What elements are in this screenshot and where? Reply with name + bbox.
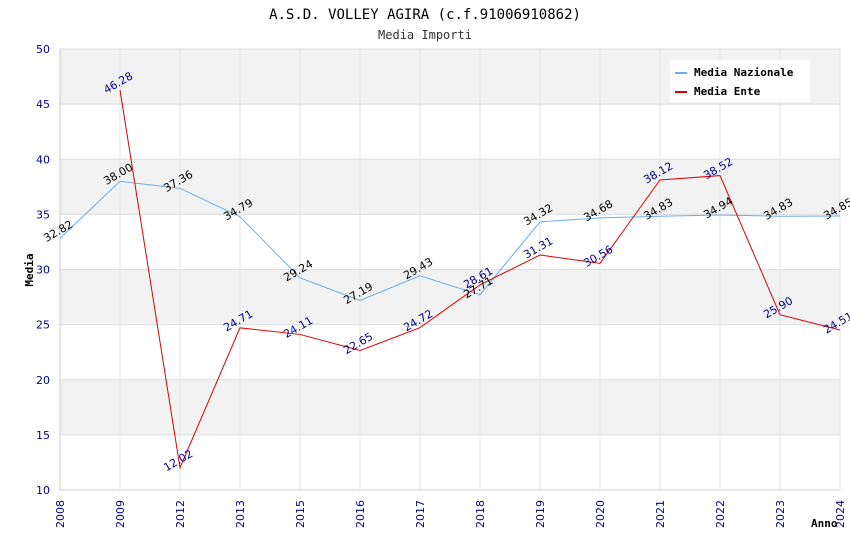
x-tick-label: 2020 [594, 500, 607, 528]
legend-box [670, 60, 810, 102]
x-tick-label: 2017 [414, 500, 427, 528]
y-tick-label: 40 [36, 153, 50, 166]
series-line-media-ente [119, 89, 841, 470]
x-tick-label: 2019 [534, 500, 547, 528]
legend-label: Media Ente [694, 85, 761, 98]
x-tick-label: 2008 [54, 500, 67, 528]
y-tick-label: 45 [36, 98, 50, 111]
y-axis-ticks: 10 15 20 25 30 35 40 45 50 [36, 43, 50, 497]
x-tick-label: 2018 [474, 500, 487, 528]
y-tick-label: 15 [36, 429, 50, 442]
y-tick-label: 35 [36, 208, 50, 221]
x-tick-label: 2016 [354, 500, 367, 528]
y-axis-label: Media [23, 253, 36, 286]
x-tick-label: 2013 [234, 500, 247, 528]
plot-band [60, 214, 840, 270]
x-tick-label: 2009 [114, 500, 127, 528]
y-tick-label: 10 [36, 484, 50, 497]
legend: Media Nazionale Media Ente [670, 60, 810, 102]
plot-band [60, 324, 840, 380]
x-tick-label: 2015 [294, 500, 307, 528]
x-axis-ticks: 2008 2009 2012 2013 2015 2016 2017 2018 2019 2020… [54, 500, 847, 528]
y-tick-label: 20 [36, 374, 50, 387]
x-tick-label: 2023 [774, 500, 787, 528]
y-tick-label: 50 [36, 43, 50, 56]
legend-label: Media Nazionale [694, 66, 794, 79]
plot-band [60, 269, 840, 325]
series-line-media-nazionale [59, 180, 841, 302]
chart-subtitle: Media Importi [378, 28, 472, 42]
x-tick-label: 2024 [834, 500, 847, 528]
plot-band [60, 159, 840, 215]
grid-lines [59, 48, 841, 491]
x-tick-label: 2021 [654, 500, 667, 528]
x-axis-label: Anno [811, 517, 838, 530]
y-tick-label: 30 [36, 264, 50, 277]
x-tick-label: 2012 [174, 500, 187, 528]
plot-band [60, 379, 840, 435]
plot-band [60, 104, 840, 160]
plot-background [60, 49, 840, 490]
x-tick-label: 2022 [714, 500, 727, 528]
y-tick-label: 25 [36, 319, 50, 332]
series-lines [59, 89, 841, 470]
chart-title: A.S.D. VOLLEY AGIRA (c.f.91006910862) [269, 7, 581, 23]
